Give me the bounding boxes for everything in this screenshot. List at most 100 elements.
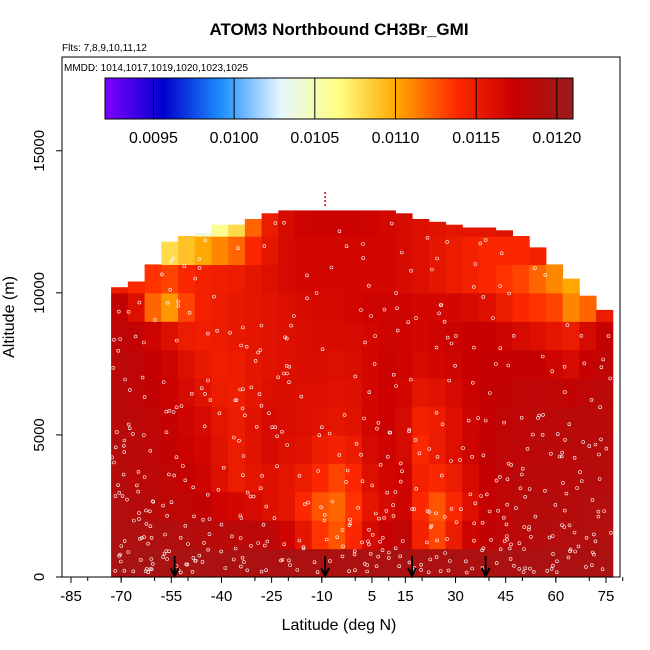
heatmap-cell xyxy=(445,378,463,408)
heatmap-cell xyxy=(428,520,447,550)
heatmap-cell xyxy=(178,236,196,265)
heatmap-cell xyxy=(596,491,614,521)
sample-point xyxy=(523,494,528,499)
heatmap-cell xyxy=(244,434,263,464)
sample-point xyxy=(282,221,286,225)
heatmap-cell xyxy=(529,520,547,550)
sample-point xyxy=(203,392,207,396)
sample-point xyxy=(388,430,393,435)
heatmap-cell xyxy=(395,264,413,294)
sample-point xyxy=(206,331,210,336)
sample-point xyxy=(394,384,398,388)
sample-point xyxy=(481,546,486,551)
sample-point xyxy=(373,334,378,338)
heatmap-cell xyxy=(345,236,363,265)
sample-point xyxy=(131,432,135,436)
heatmap-cell xyxy=(328,434,346,464)
heatmap-cell xyxy=(144,520,162,550)
heatmap-cell xyxy=(462,292,480,322)
sample-point xyxy=(509,542,513,547)
sample-point xyxy=(393,546,398,551)
heatmap-cell xyxy=(161,491,179,521)
heatmap-cell xyxy=(311,406,330,436)
sample-point xyxy=(473,262,478,266)
sample-point xyxy=(382,307,387,312)
heatmap-cell xyxy=(244,491,263,521)
sample-point xyxy=(506,363,511,368)
sample-point xyxy=(353,374,358,379)
sample-point xyxy=(202,424,207,429)
heatmap-cell xyxy=(194,520,212,550)
sample-point xyxy=(161,380,166,384)
heatmap-cell xyxy=(228,434,246,464)
sample-point xyxy=(599,365,604,370)
sample-point xyxy=(174,338,179,343)
sample-point xyxy=(476,416,480,420)
sample-point xyxy=(397,564,402,569)
heatmap-cell xyxy=(361,210,380,237)
heatmap-cell xyxy=(311,491,330,521)
sample-point xyxy=(543,273,548,277)
heatmap-cell xyxy=(579,463,597,493)
sample-point xyxy=(306,500,310,505)
sample-point xyxy=(190,391,194,396)
sample-point xyxy=(537,413,541,418)
sample-point xyxy=(219,522,224,527)
heatmap-cell xyxy=(211,224,229,237)
sample-point xyxy=(361,242,365,246)
sample-point xyxy=(527,487,532,491)
sample-point xyxy=(202,541,206,545)
heatmap-cell xyxy=(328,548,346,578)
sample-point xyxy=(407,560,412,565)
heatmap-cell xyxy=(579,491,597,521)
heatmap-cell xyxy=(295,378,313,408)
heatmap-cell xyxy=(345,292,363,322)
heatmap-cell xyxy=(161,349,179,379)
sample-point xyxy=(125,497,129,502)
sample-point xyxy=(434,345,439,350)
sample-point xyxy=(262,244,267,248)
x-tick-label: -55 xyxy=(160,588,182,605)
heatmap-cell xyxy=(211,491,229,521)
heatmap-cell xyxy=(412,378,430,408)
heatmap-cell xyxy=(462,378,480,408)
heatmap-cell xyxy=(211,349,229,379)
sample-point xyxy=(164,549,169,553)
heatmap-cell xyxy=(562,321,580,351)
heatmap-cell xyxy=(512,491,530,521)
heatmap-cell xyxy=(478,321,497,351)
sample-point xyxy=(112,337,116,342)
sample-point xyxy=(489,537,493,542)
heatmap-cell xyxy=(378,406,396,436)
sample-point xyxy=(439,473,444,478)
sample-point xyxy=(560,450,565,455)
sample-point xyxy=(435,256,439,261)
sample-point xyxy=(367,390,372,395)
sample-point xyxy=(340,528,345,532)
heatmap-cell xyxy=(194,378,212,408)
sample-point xyxy=(272,516,277,520)
sample-point xyxy=(217,411,222,416)
sample-point xyxy=(472,345,476,350)
sample-point xyxy=(551,552,555,556)
heatmap-cell xyxy=(211,292,229,322)
sample-point xyxy=(237,438,241,443)
sample-point xyxy=(517,567,522,571)
sample-point xyxy=(440,422,445,427)
heatmap-cell xyxy=(178,406,196,436)
sample-point xyxy=(171,410,176,414)
sample-point xyxy=(161,503,165,508)
heatmap-cell xyxy=(345,491,363,521)
sample-point xyxy=(254,424,259,429)
heatmap-cell xyxy=(378,463,396,493)
sample-point xyxy=(165,513,169,518)
heatmap-cell xyxy=(244,321,263,351)
sample-point xyxy=(428,557,433,562)
heatmap-cell xyxy=(579,434,597,464)
heatmap-cell xyxy=(412,463,430,493)
sample-point xyxy=(395,306,399,311)
heatmap-cell xyxy=(478,434,497,464)
heatmap-cell xyxy=(311,264,330,294)
sample-point xyxy=(183,478,188,483)
heatmap-cells xyxy=(111,210,614,578)
